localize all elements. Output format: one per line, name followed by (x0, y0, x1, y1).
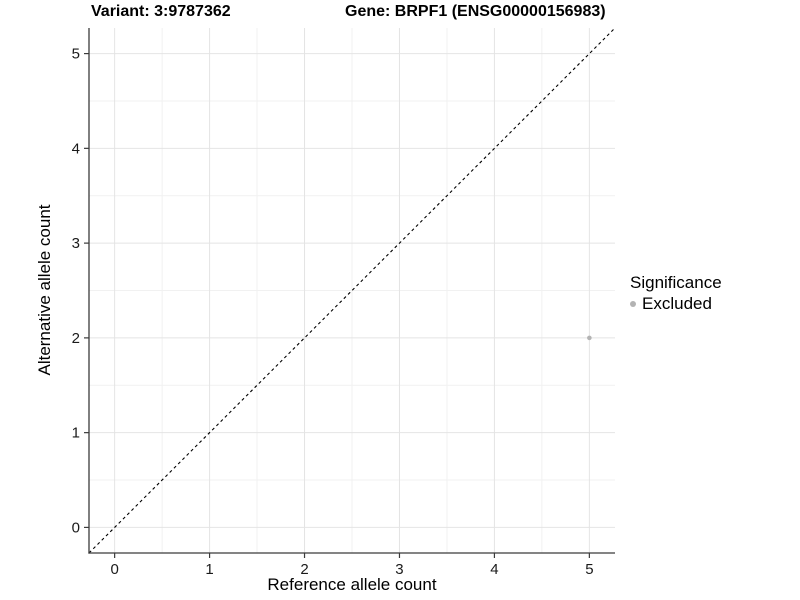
plot-title-gene: Gene: BRPF1 (ENSG00000156983) (345, 3, 606, 20)
tick-label: 4 (72, 140, 80, 157)
plot-title-variant: Variant: 3:9787362 (91, 3, 231, 20)
legend-point-icon (630, 301, 636, 307)
tick-label: 1 (72, 425, 80, 442)
data-point (587, 335, 592, 341)
axis-lines (88, 28, 615, 554)
data-points (587, 335, 592, 341)
tick-label: 5 (72, 46, 80, 63)
legend: Significance Excluded (630, 273, 722, 314)
tick-label: 0 (72, 519, 80, 536)
gridlines-minor (89, 28, 615, 553)
tick-label: 3 (72, 235, 80, 252)
tick-label: 1 (205, 561, 213, 578)
tick-label: 5 (585, 561, 593, 578)
legend-title: Significance (630, 273, 722, 292)
tick-label: 0 (110, 561, 118, 578)
identity-line (88, 27, 616, 554)
legend-item-label: Excluded (642, 294, 712, 313)
tick-label: 4 (490, 561, 498, 578)
legend-item: Excluded (630, 294, 722, 314)
x-axis-title: Reference allele count (267, 575, 437, 594)
gridlines-major (89, 28, 615, 553)
tick-label: 3 (395, 561, 403, 578)
tick-label: 2 (300, 561, 308, 578)
tick-label: 2 (72, 330, 80, 347)
y-axis-title: Alternative allele count (35, 204, 54, 376)
x-axis-ticks: 0 1 2 3 4 5 (110, 553, 594, 578)
y-axis-ticks: 0 1 2 3 4 5 (72, 46, 89, 536)
